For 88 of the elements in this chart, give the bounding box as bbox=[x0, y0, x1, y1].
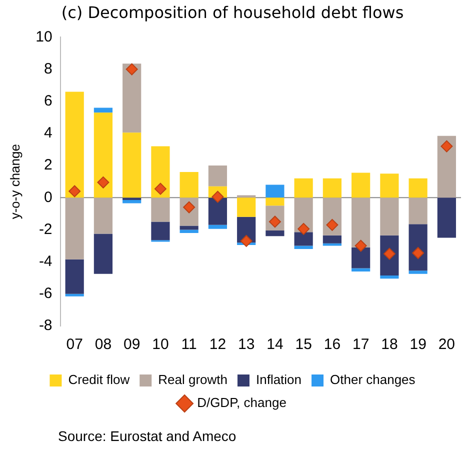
point bbox=[440, 140, 453, 152]
bar bbox=[352, 268, 370, 272]
bar bbox=[122, 200, 142, 204]
x-tick-label: 16 bbox=[324, 336, 341, 354]
bar bbox=[380, 235, 399, 276]
bar bbox=[208, 166, 228, 186]
legend-label: Inflation bbox=[256, 372, 302, 388]
x-tick-label: 09 bbox=[123, 336, 140, 354]
bar bbox=[322, 178, 342, 198]
bar bbox=[151, 222, 170, 240]
y-tick-label: -2 bbox=[38, 220, 52, 238]
x-tick-label: 14 bbox=[266, 336, 284, 354]
y-tick-label: 6 bbox=[44, 92, 52, 110]
legend-label: D/GDP, change bbox=[197, 395, 286, 410]
point bbox=[212, 190, 224, 203]
bar bbox=[65, 198, 84, 260]
bar bbox=[151, 146, 170, 198]
y-axis-title: y-o-y change bbox=[7, 144, 22, 220]
y-tick-label: -6 bbox=[38, 285, 52, 302]
x-tick-label: 13 bbox=[238, 336, 255, 354]
y-tick-label: -8 bbox=[38, 317, 52, 334]
bar bbox=[380, 198, 399, 236]
y-tick-label: 0 bbox=[44, 188, 52, 206]
bar bbox=[180, 230, 198, 233]
bar bbox=[180, 172, 198, 198]
bar bbox=[180, 226, 198, 230]
bar bbox=[322, 243, 342, 246]
bar bbox=[380, 174, 399, 198]
point bbox=[326, 218, 338, 231]
y-tick-label: 10 bbox=[36, 28, 52, 46]
bar bbox=[122, 198, 142, 200]
bar bbox=[237, 198, 256, 217]
y-tick-label: 2 bbox=[44, 156, 52, 174]
point bbox=[240, 234, 252, 247]
bar bbox=[266, 198, 284, 206]
bar bbox=[408, 178, 428, 198]
bar bbox=[94, 198, 113, 234]
bar bbox=[65, 92, 84, 198]
bar bbox=[352, 198, 370, 248]
bar bbox=[408, 198, 428, 224]
bar bbox=[266, 230, 284, 236]
bar bbox=[437, 198, 456, 238]
x-tick-label: 07 bbox=[66, 336, 83, 354]
x-tick-label: 15 bbox=[295, 336, 312, 354]
bar bbox=[122, 64, 142, 133]
bar bbox=[94, 234, 113, 274]
bar bbox=[380, 275, 399, 279]
x-tick-label: 19 bbox=[410, 336, 426, 354]
x-tick-label: 08 bbox=[94, 336, 112, 354]
x-tick-label: 12 bbox=[209, 336, 226, 354]
bar bbox=[122, 132, 142, 198]
x-tick-label: 17 bbox=[352, 336, 370, 354]
bar bbox=[352, 172, 370, 198]
bar bbox=[352, 247, 370, 268]
point bbox=[68, 185, 81, 198]
bar bbox=[208, 224, 228, 229]
bar bbox=[294, 246, 313, 249]
y-tick-label: -4 bbox=[38, 252, 52, 270]
bar bbox=[408, 224, 428, 271]
bar bbox=[294, 178, 313, 198]
point bbox=[154, 182, 166, 195]
chart-title: (c) Decomposition of household debt flows bbox=[61, 2, 404, 22]
point bbox=[298, 222, 310, 235]
point bbox=[126, 63, 138, 76]
bar bbox=[65, 259, 84, 294]
x-tick-label: 11 bbox=[181, 336, 197, 354]
point bbox=[354, 240, 367, 252]
source-note: Source: Eurostat and Ameco bbox=[58, 428, 236, 444]
bar bbox=[408, 270, 428, 274]
legend-label: Other changes bbox=[330, 372, 416, 388]
bar bbox=[437, 136, 456, 198]
bar bbox=[65, 294, 84, 296]
bar bbox=[294, 232, 313, 246]
bar bbox=[94, 112, 113, 198]
bar bbox=[151, 198, 170, 222]
legend-label: Real growth bbox=[158, 372, 228, 388]
bar bbox=[322, 235, 342, 244]
y-tick-label: 4 bbox=[44, 124, 52, 142]
bar bbox=[208, 198, 228, 225]
y-tick-label: 8 bbox=[44, 60, 52, 78]
bar bbox=[94, 108, 113, 113]
bar bbox=[266, 184, 284, 198]
x-tick-label: 20 bbox=[438, 336, 456, 354]
point bbox=[97, 176, 110, 188]
bar bbox=[237, 195, 256, 198]
x-tick-label: 10 bbox=[152, 336, 169, 354]
x-tick-label: 18 bbox=[381, 336, 398, 354]
legend-label: Credit flow bbox=[68, 372, 130, 388]
